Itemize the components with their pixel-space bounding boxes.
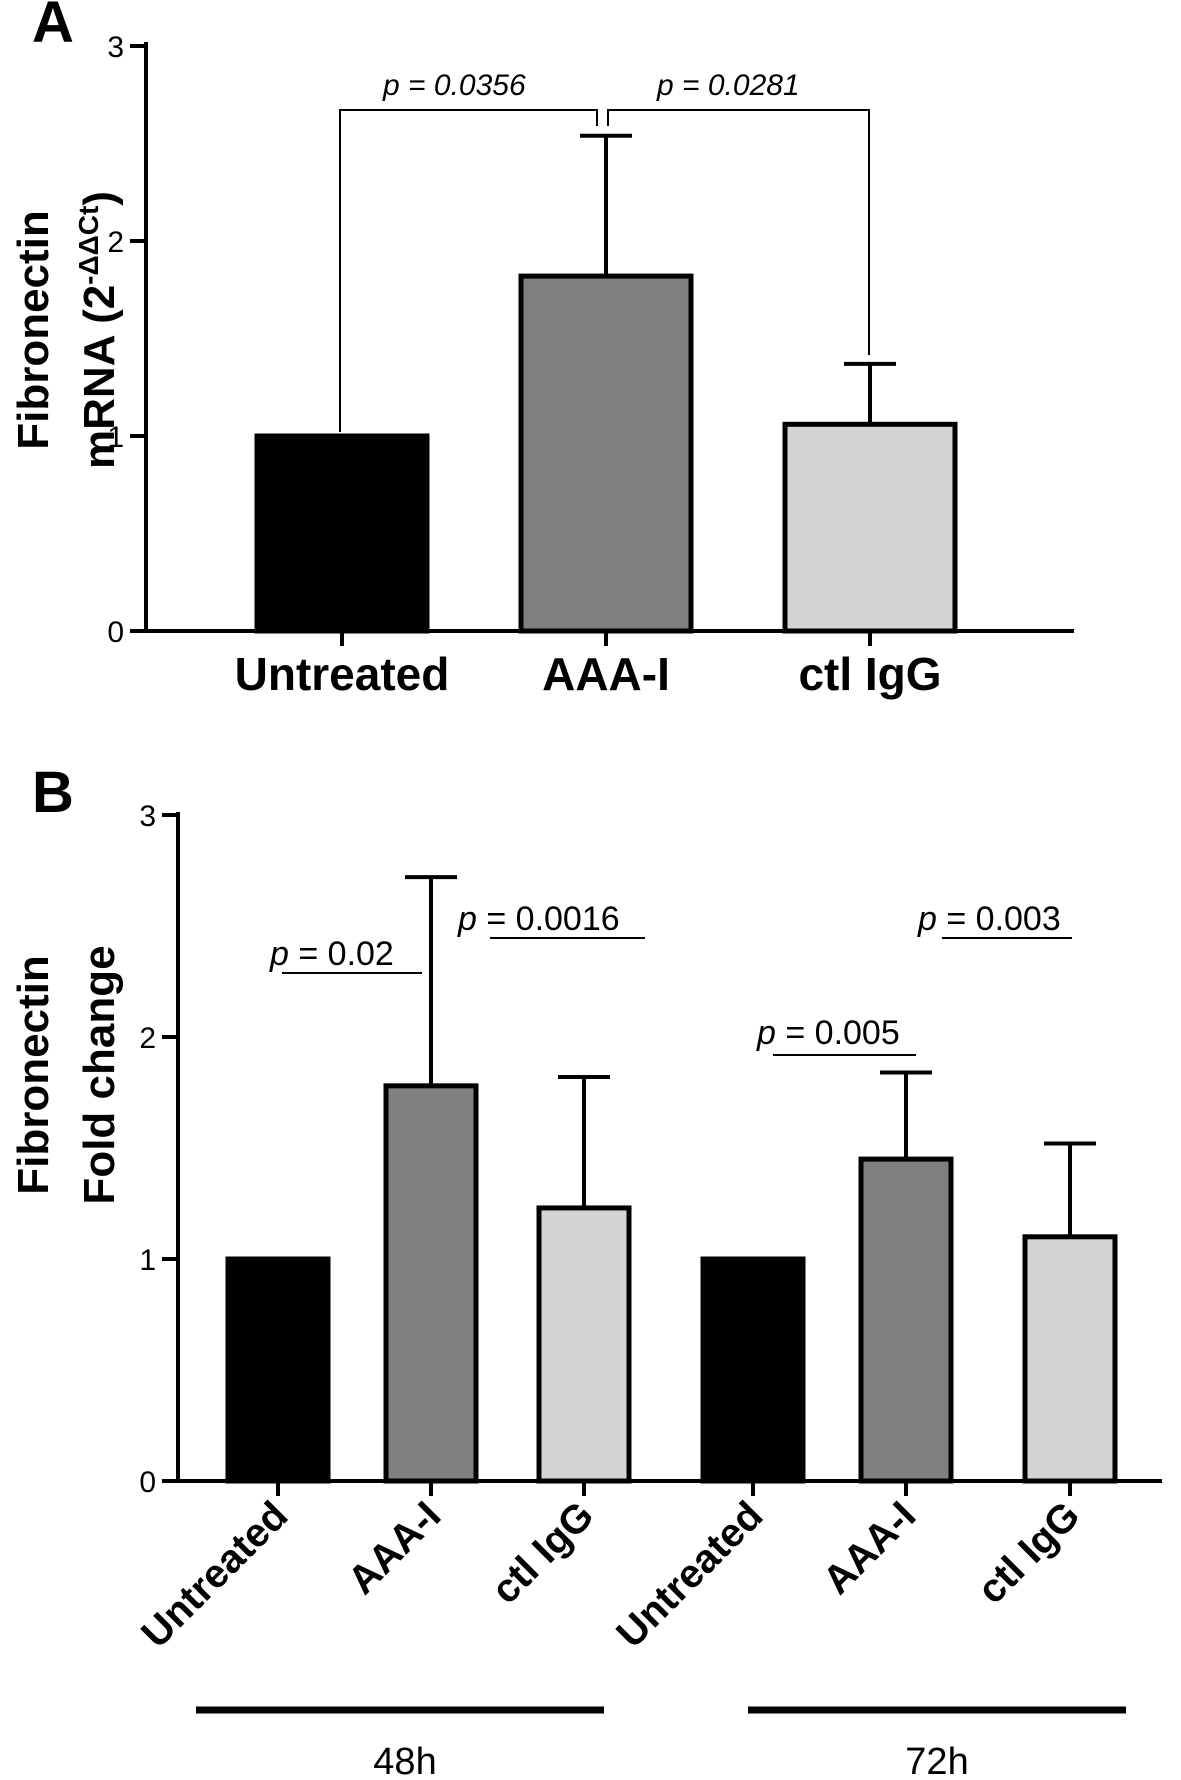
- panel-b-ytick-label-2: 2: [139, 1022, 156, 1055]
- panel-a-pvalue-2: p = 0.0281: [656, 69, 800, 102]
- panel-a-bracket-1: [339, 109, 598, 432]
- panel-b-xlabel-72h-aaa-i: AAA-I: [815, 1493, 925, 1603]
- panel-b-ytick-label-1: 1: [139, 1244, 156, 1277]
- panel-b-xlabel-72h-untreated: Untreated: [608, 1493, 771, 1656]
- panel-a-label: A: [32, 0, 74, 55]
- panel-b-ylabel-line2: Fold change: [75, 945, 124, 1204]
- panel-a-ytick-label-0: 0: [107, 616, 124, 649]
- panel-b-ytick-label-0: 0: [139, 1466, 156, 1499]
- panel-a-ytick-label-2: 2: [107, 226, 124, 259]
- panel-b-pvalue-1: p = 0.02: [269, 935, 394, 973]
- panel-b-pvalue-2: p = 0.0016: [457, 900, 620, 938]
- panel-b-chart: B Fibronectin Fold change 0 1 2 3: [9, 760, 1162, 1780]
- panel-b-ytick-label-3: 3: [139, 800, 156, 833]
- panel-b-group-label-48h: 48h: [373, 1741, 436, 1780]
- panel-b-bar-72h-ctl-igg: [1022, 1234, 1118, 1484]
- panel-a-xlabel-ctl-igg: ctl IgG: [798, 648, 941, 700]
- panel-a-bar-ctl-igg: [782, 421, 958, 634]
- panel-a-bracket-2: [607, 109, 870, 355]
- panel-b-bar-48h-untreated: [225, 1256, 331, 1484]
- panel-b-group-label-72h: 72h: [905, 1741, 968, 1780]
- panel-a-ytick-label-1: 1: [107, 421, 124, 454]
- panel-a-xlabel-aaa-i: AAA-I: [542, 648, 670, 700]
- panel-a-chart: A Fibronectin mRNA (2-ΔΔCt) 0 1 2 3: [9, 0, 1074, 700]
- panel-b-bar-48h-ctl-igg: [536, 1205, 632, 1484]
- panel-b-xlabel-72h-ctl-igg: ctl IgG: [969, 1493, 1088, 1612]
- panel-b-ylabel-line1: Fibronectin: [9, 955, 58, 1195]
- panel-b-label: B: [32, 760, 74, 825]
- panel-a-pvalue-1: p = 0.0356: [382, 69, 526, 102]
- panel-a-ylabel-line2: mRNA (2-ΔΔCt): [73, 191, 124, 469]
- panel-a-bar-untreated: [254, 433, 430, 634]
- panel-b-xlabel-48h-ctl-igg: ctl IgG: [483, 1493, 602, 1612]
- panel-b-xlabel-48h-untreated: Untreated: [133, 1493, 296, 1656]
- panel-b-bar-48h-aaa-i: [383, 1083, 479, 1484]
- panel-b-pvalue-3: p = 0.005: [756, 1014, 900, 1052]
- panel-a-xlabel-untreated: Untreated: [235, 648, 450, 700]
- panel-b-bar-72h-aaa-i: [858, 1156, 954, 1484]
- panel-a-bar-aaa-i: [518, 273, 694, 634]
- panel-b-bar-72h-untreated: [700, 1256, 806, 1484]
- panel-a-ylabel-line1: Fibronectin: [9, 210, 58, 450]
- panel-b-pvalue-4: p = 0.003: [917, 900, 1061, 938]
- panel-a-ytick-label-3: 3: [107, 31, 124, 64]
- panel-b-xlabel-48h-aaa-i: AAA-I: [340, 1493, 450, 1603]
